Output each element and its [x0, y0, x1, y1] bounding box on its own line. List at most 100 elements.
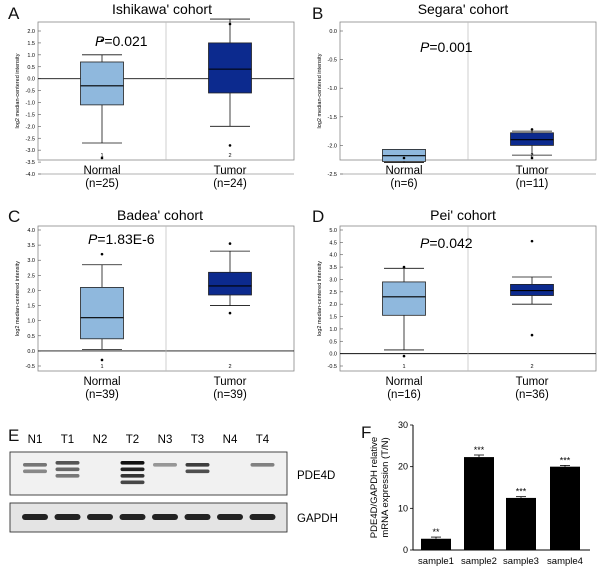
outlier-point [530, 156, 534, 160]
group-name-label: Tumor [214, 376, 247, 388]
chart-title: Pei' cohort [430, 207, 496, 223]
group-n-label: (n=16) [387, 389, 421, 401]
y-tick-label: -2.5 [26, 136, 35, 142]
lane-label: T1 [61, 434, 74, 446]
box-normal [80, 61, 124, 106]
outlier-point [100, 358, 104, 362]
pde4d-band [55, 467, 80, 472]
lane-label: T3 [191, 434, 204, 446]
y-tick-label: -4.0 [26, 172, 35, 178]
outlier-point [100, 39, 104, 42]
pde4d-band [120, 467, 145, 472]
group-index: 2 [228, 364, 231, 370]
gapdh-band [54, 514, 81, 520]
y-axis-label: log2 median-centered intensity [15, 261, 21, 336]
outlier-point [228, 311, 232, 315]
y-tick-label: 30 [398, 420, 408, 430]
y-tick-label: 2.0 [27, 29, 35, 35]
y-tick-label: 2.5 [27, 273, 35, 279]
group-index: 2 [530, 364, 533, 370]
group-index: 1 [402, 364, 405, 370]
y-tick-label: 2.0 [329, 302, 337, 308]
group-n-label: (n=24) [213, 178, 247, 190]
y-tick-label: 1.5 [27, 304, 35, 310]
chart-title: Badea' cohort [117, 207, 203, 223]
box-tumor [510, 283, 554, 296]
panel-letter-d: D [312, 207, 324, 226]
y-tick-label: -1.0 [26, 101, 35, 107]
lane-label: N1 [28, 434, 43, 446]
p-number: =1.83E-6 [97, 231, 154, 247]
group-name-label: Normal [83, 165, 120, 177]
box-tumor [510, 132, 554, 146]
outlier-point [228, 144, 232, 147]
outlier-point [530, 239, 534, 243]
significance-mark: ** [432, 527, 440, 537]
panel-letter-b: B [312, 4, 323, 23]
group-n-label: (n=39) [213, 389, 247, 401]
y-axis-label: PDE4D/GAPDH relativemRNA expression (T/N… [369, 437, 391, 538]
p-symbol: P [88, 231, 98, 247]
lane-label: N4 [223, 434, 238, 446]
western-blot: N1 T1 N2 T2 N3 T3 N4 T4 PDE4D GAPDH [9, 434, 338, 533]
gapdh-band [217, 514, 243, 520]
gapdh-band [22, 514, 48, 520]
group-name-label: Normal [385, 165, 422, 177]
group-name-label: Tumor [214, 165, 247, 177]
chart-title: Segara' cohort [418, 1, 509, 17]
outlier-point [228, 22, 232, 26]
group-n-label: (n=6) [390, 178, 417, 190]
y-tick-label: -0.5 [328, 364, 337, 370]
p-value: P=0.042 [420, 235, 473, 251]
bar-sample1 [421, 538, 451, 550]
y-tick-label: 1.5 [329, 315, 337, 321]
y-tick-label: 5.0 [329, 228, 337, 234]
y-tick-label: -0.5 [26, 89, 35, 95]
y-tick-label: -1.5 [26, 112, 35, 118]
gapdh-band [249, 514, 276, 520]
y-tick-label: 4.0 [27, 228, 35, 234]
group-index: 1 [100, 153, 103, 159]
y-tick-label: 0.0 [27, 77, 35, 83]
significance-mark: *** [560, 455, 571, 465]
x-tick-label: sample4 [547, 556, 583, 567]
group-n-label: (n=36) [515, 389, 549, 401]
y-tick-label: 0.0 [329, 29, 337, 35]
outlier-point [530, 128, 534, 131]
outlier-point [402, 156, 406, 160]
y-tick-label: 2.5 [329, 290, 337, 296]
bar-sample4 [550, 466, 580, 550]
x-tick-label: sample3 [503, 556, 539, 567]
y-tick-label: -1.0 [328, 86, 337, 92]
y-axis-label: log2 median-centered intensity [15, 53, 21, 128]
box-normal [382, 281, 426, 316]
p-symbol: P [420, 235, 430, 251]
significance-mark: *** [516, 487, 527, 497]
pde4d-membrane [9, 451, 288, 496]
y-tick-label: 0.5 [27, 334, 35, 340]
y-tick-label: 3.5 [329, 265, 337, 271]
p-number: =0.042 [429, 235, 472, 251]
y-tick-label: 0.0 [27, 349, 35, 355]
outlier-point [228, 242, 232, 245]
group-index: 2 [228, 153, 231, 159]
pde4d-band [120, 480, 145, 485]
y-tick-label: -0.5 [26, 364, 35, 370]
box-tumor [208, 42, 252, 94]
x-tick-label: sample2 [461, 556, 497, 567]
y-tick-label: -0.5 [328, 58, 337, 64]
gapdh-band [152, 514, 178, 520]
p-value: P=1.83E-6 [88, 231, 155, 247]
y-axis-label-line1: PDE4D/GAPDH relative [369, 437, 380, 538]
y-tick-label: 0.5 [27, 65, 35, 71]
figure-content: Ishikawa' cohort 2.0 1.5 1.0 0.5 0.0 -0.5 -1.0 -… [9, 1, 597, 567]
y-tick-label: 0 [403, 545, 408, 555]
y-tick-label: 1.0 [329, 327, 337, 333]
group-index: 2 [530, 153, 533, 159]
pde4d-band [120, 474, 145, 478]
outlier-point [530, 333, 534, 337]
outlier-point [100, 252, 104, 256]
p-symbol: P [420, 39, 430, 55]
pde4d-band [120, 461, 145, 465]
group-name-label: Normal [385, 376, 422, 388]
